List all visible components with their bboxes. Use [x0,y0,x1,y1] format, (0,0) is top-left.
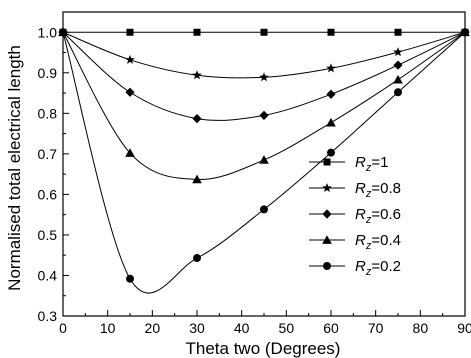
data-point-star [259,72,269,82]
data-point-star [125,54,135,64]
data-point-diamond [192,114,202,124]
data-point-circle [126,274,134,283]
legend-marker-triangle [322,235,332,244]
x-tick-label: 90 [457,320,471,336]
series-markers [58,27,470,283]
data-point-circle [327,148,335,157]
data-point-circle [394,88,402,97]
data-point-square [327,28,335,36]
data-point-triangle [125,148,135,157]
data-point-square [126,28,134,36]
legend-label: Rz=1 [355,154,388,174]
x-tick-label: 60 [323,320,339,336]
legend-marker-diamond [322,209,332,219]
data-point-circle [59,28,67,37]
data-point-square [260,28,268,36]
x-tick-label: 30 [189,320,205,336]
y-tick-label: 0.3 [38,308,58,324]
x-tick-label: 10 [100,320,116,336]
x-tick-label: 20 [145,320,161,336]
data-point-diamond [259,110,269,120]
y-axis-title: Normalised total electrical length [5,45,24,291]
x-tick-label: 80 [413,320,429,336]
data-point-diamond [393,60,403,70]
y-tick-label: 0.8 [38,105,58,121]
y-tick-label: 0.5 [38,227,58,243]
x-axis-title: Theta two (Degrees) [186,339,341,358]
y-tick-label: 0.6 [38,186,58,202]
legend-marker-square [323,158,331,166]
legend-marker-star [322,183,332,193]
data-point-triangle [192,174,202,184]
legend-item: Rz=0.6 [309,206,401,226]
legend-label: Rz=0.8 [355,180,401,200]
x-tick-label: 50 [279,320,295,336]
data-point-square [394,28,402,36]
y-tick-label: 0.7 [38,146,58,162]
legend-label: Rz=0.6 [355,206,401,226]
data-point-circle [461,28,469,37]
legend-item: Rz=1 [309,154,388,174]
data-point-star [192,70,202,80]
series-line [62,31,466,79]
legend: Rz=1 Rz=0.8 Rz=0.6 Rz=0.4 Rz=0.2 [309,154,401,278]
legend-item: Rz=0.8 [309,180,401,200]
data-point-triangle [393,74,403,84]
x-tick-label: 70 [368,320,384,336]
axes: 0 10 20 30 40 50 60 70 80 90 0.3 0.4 0.5 0.6 0.7 0.8 0.9… [38,11,471,336]
data-point-diamond [326,89,336,99]
y-tick-label: 0.9 [38,65,58,81]
legend-marker-circle [323,262,331,270]
data-point-square [193,28,201,36]
legend-item: Rz=0.2 [309,258,401,278]
data-point-triangle [259,155,269,164]
data-point-diamond [125,87,135,97]
x-tick-label: 40 [234,320,250,336]
legend-label: Rz=0.2 [355,258,401,278]
data-point-star [326,63,336,73]
data-point-circle [260,205,268,214]
data-point-star [393,47,403,57]
legend-item: Rz=0.4 [309,232,401,252]
y-tick-label: 0.4 [38,267,58,283]
data-point-triangle [326,117,336,127]
legend-label: Rz=0.4 [355,232,401,252]
x-tick-label: 0 [59,320,67,336]
data-point-circle [193,254,201,263]
y-tick-label: 1.0 [38,24,58,40]
